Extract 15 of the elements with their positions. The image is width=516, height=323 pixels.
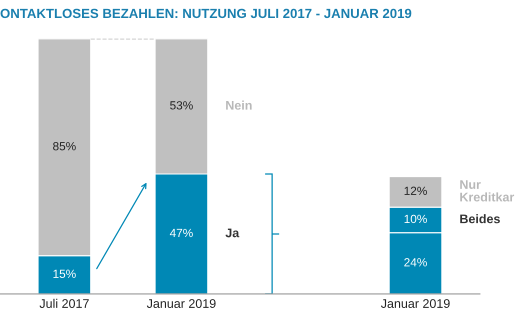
chart-title: ONTAKTLOSES BEZAHLEN: NUTZUNG JULI 2017 - JANUAR 2019 bbox=[0, 8, 412, 18]
data-label: 53% bbox=[170, 101, 193, 110]
data-label: 12% bbox=[404, 186, 427, 195]
data-label: 10% bbox=[404, 214, 427, 224]
data-label: 85% bbox=[53, 142, 76, 150]
data-label: 15% bbox=[53, 270, 76, 278]
x-tick-label: Juli 2017 bbox=[40, 298, 89, 308]
data-label: 47% bbox=[170, 228, 193, 238]
x-tick-label: Januar 2019 bbox=[380, 299, 450, 308]
series-label: Beides bbox=[460, 214, 500, 224]
series-label: Ja bbox=[226, 228, 240, 238]
x-tick-label: Januar 2019 bbox=[146, 299, 216, 308]
series-label: Nein bbox=[226, 100, 252, 110]
series-label: Nur Kreditkar bbox=[460, 180, 514, 202]
data-label: 24% bbox=[404, 258, 427, 266]
